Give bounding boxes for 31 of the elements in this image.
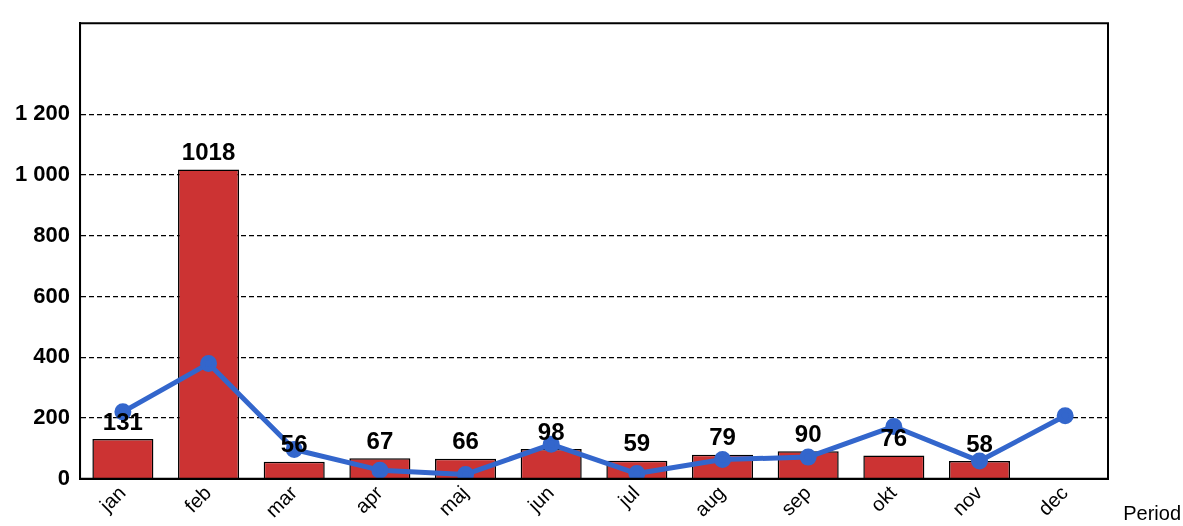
point	[200, 355, 218, 373]
data-label: 1018	[181, 138, 236, 166]
x-tick-label: jul	[613, 481, 644, 512]
y-tick-label: 400	[33, 343, 71, 369]
y-tick-label: 1 000	[14, 161, 71, 187]
x-tick-label: jan	[94, 481, 130, 517]
x-tick-label: mar	[261, 481, 302, 522]
point	[1056, 407, 1074, 425]
data-label: 58	[966, 429, 993, 457]
y-tick-label: 1 200	[14, 100, 71, 126]
y-tick-label: 800	[33, 221, 71, 247]
data-label: 67	[366, 426, 394, 454]
x-tick-label: feb	[180, 481, 216, 517]
data-label: 66	[452, 427, 479, 455]
point	[971, 452, 989, 470]
x-tick-label: nov	[947, 481, 987, 520]
y-tick-label: 200	[33, 404, 71, 430]
data-label: 79	[709, 423, 736, 451]
data-label: 59	[623, 429, 651, 457]
x-tick-label: jun	[522, 481, 558, 517]
x-tick-label: maj	[433, 481, 473, 520]
x-tick-label: apr	[350, 481, 387, 518]
data-label: 90	[794, 419, 822, 447]
x-axis-title: Period	[1123, 501, 1181, 524]
x-tick-label: sep	[776, 481, 815, 520]
y-tick-label: 0	[57, 464, 71, 490]
x-tick-label: dec	[1033, 481, 1072, 520]
x-tick-label: aug	[690, 481, 730, 521]
y-tick-label: 600	[33, 282, 71, 308]
x-tick-label: okt	[866, 481, 901, 516]
data-label: 98	[537, 417, 565, 445]
